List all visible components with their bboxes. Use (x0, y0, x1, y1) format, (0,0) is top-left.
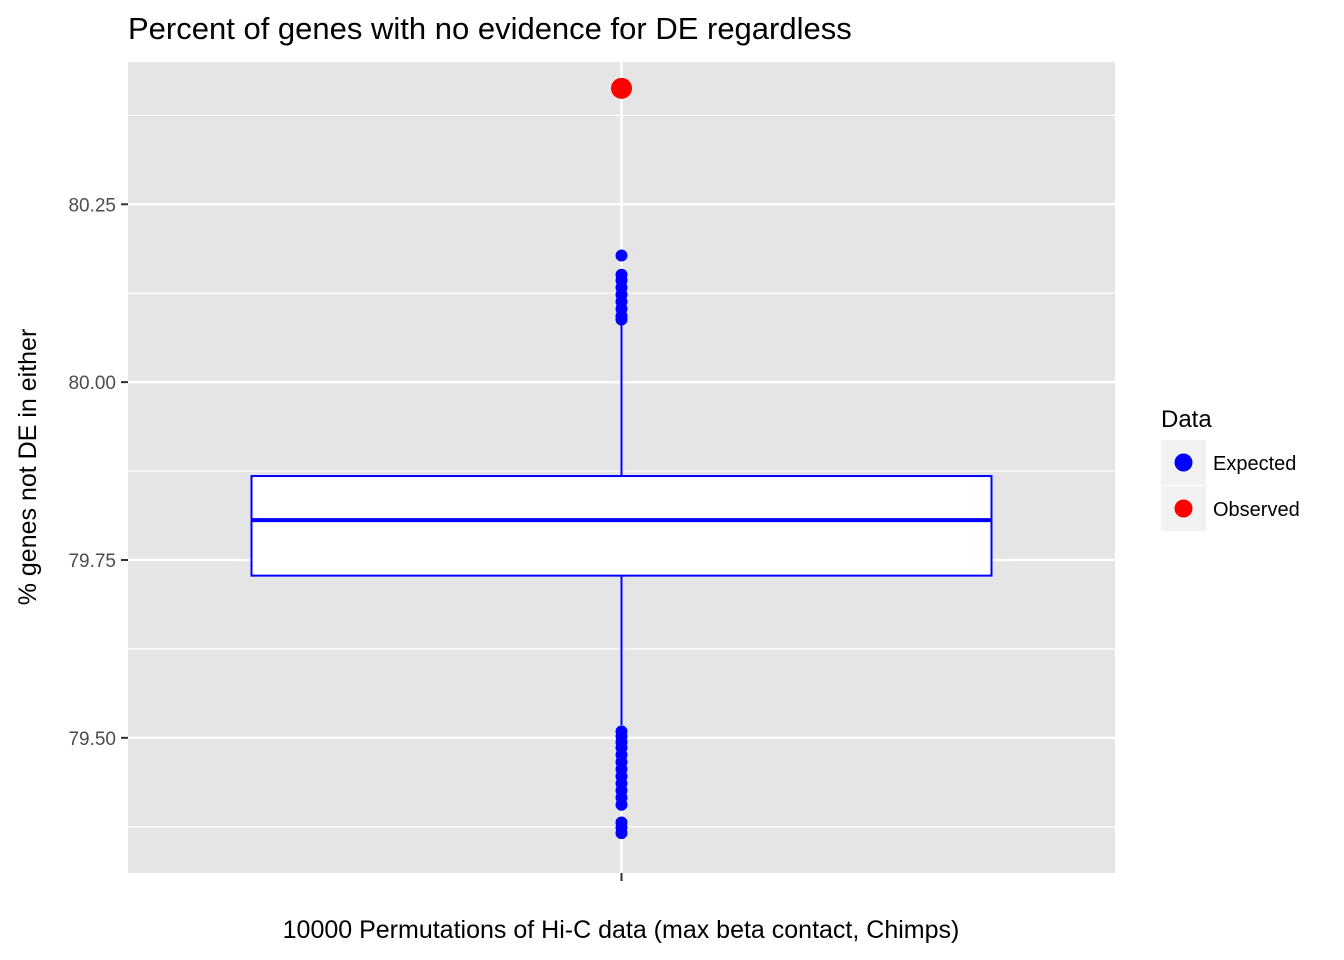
observed-point (611, 77, 632, 99)
y-tick-label: 80.25 (68, 195, 116, 216)
outlier-point (615, 827, 628, 840)
y-tick-label: 79.75 (68, 551, 116, 572)
legend-label-expected: Expected (1213, 453, 1296, 475)
outlier-point (615, 313, 628, 326)
observed-point-group (611, 77, 632, 99)
x-axis-title: 10000 Permutations of Hi-C data (max bet… (283, 916, 960, 944)
y-axis: 79.50 79.75 80.00 80.25 (68, 195, 128, 750)
legend-title: Data (1161, 406, 1212, 433)
chart-title: Percent of genes with no evidence for DE… (128, 11, 852, 46)
legend-dot-observed (1174, 499, 1193, 518)
legend: Data Expected Observed (1161, 406, 1300, 531)
legend-label-observed: Observed (1213, 499, 1300, 521)
outlier-points (615, 249, 628, 840)
y-tick-label: 79.50 (68, 729, 116, 750)
outlier-point (615, 249, 628, 262)
y-tick-label: 80.00 (68, 373, 116, 394)
boxplot (250, 324, 993, 726)
legend-dot-expected (1174, 453, 1193, 472)
outlier-point (615, 798, 628, 811)
y-axis-title: % genes not DE in either (14, 329, 42, 606)
box-iqr (250, 475, 993, 577)
